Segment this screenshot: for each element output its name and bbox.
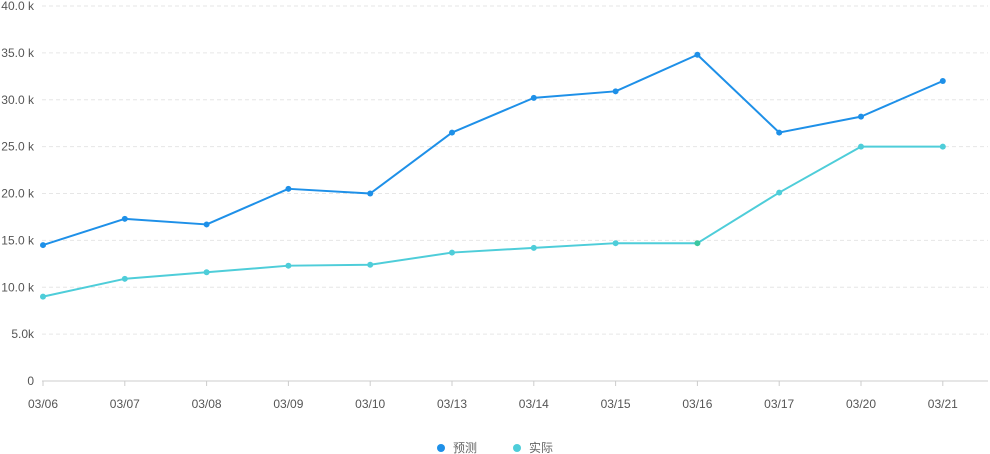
legend-label[interactable]: 实际 (529, 440, 553, 454)
x-tick-label: 03/09 (273, 397, 303, 411)
data-point[interactable] (285, 262, 292, 269)
data-point[interactable] (694, 51, 701, 58)
x-tick-label: 03/21 (928, 397, 958, 411)
data-point[interactable] (612, 88, 619, 95)
data-point[interactable] (776, 189, 783, 196)
x-tick-label: 03/10 (355, 397, 385, 411)
data-point[interactable] (203, 269, 210, 276)
data-point[interactable] (858, 143, 864, 150)
y-tick-label: 25.0 k (1, 140, 35, 154)
y-tick-label: 0 (27, 374, 34, 388)
data-point[interactable] (530, 94, 537, 101)
legend-marker[interactable] (437, 444, 445, 452)
legend: 预测 实际 (437, 440, 553, 454)
data-point[interactable] (367, 190, 374, 197)
y-tick-label: 20.0 k (1, 187, 35, 201)
x-tick-label: 03/17 (764, 397, 794, 411)
data-point[interactable] (203, 221, 210, 228)
data-point[interactable] (40, 293, 46, 300)
x-tick-label: 03/20 (846, 397, 876, 411)
data-point[interactable] (121, 275, 128, 282)
data-point[interactable] (858, 113, 864, 120)
y-tick-label: 5.0k (11, 327, 35, 341)
x-tick-label: 03/14 (519, 397, 549, 411)
data-point[interactable] (449, 129, 455, 136)
y-tick-label: 30.0 k (1, 93, 35, 107)
y-tick-label: 10.0 k (1, 280, 35, 294)
x-tick-label: 03/15 (601, 397, 631, 411)
data-point[interactable] (449, 249, 455, 256)
x-tick-label: 03/07 (110, 397, 140, 411)
data-point[interactable] (285, 185, 292, 192)
axis-layer: 0 5.0k 10.0 k 15.0 k 20.0 k 25.0 k 30.0 k 35.0 … (1, 0, 988, 411)
data-point[interactable] (939, 143, 946, 150)
x-tick-label: 03/13 (437, 397, 467, 411)
data-point[interactable] (776, 129, 783, 136)
x-tick-label: 03/08 (192, 397, 222, 411)
series-line (42, 145, 943, 298)
y-tick-label: 40.0 k (1, 0, 35, 13)
data-point[interactable] (40, 242, 46, 249)
y-tick-label: 35.0 k (1, 46, 35, 60)
data-point[interactable] (612, 240, 619, 247)
legend-label[interactable]: 预测 (453, 441, 477, 454)
series-line (42, 53, 944, 247)
grid-layer (42, 5, 988, 335)
data-point[interactable] (367, 261, 374, 268)
legend-marker[interactable] (513, 444, 521, 452)
data-point[interactable] (530, 244, 537, 251)
data-point[interactable] (694, 240, 701, 247)
y-tick-label: 15.0 k (1, 233, 35, 247)
data-point[interactable] (121, 215, 128, 222)
series-layer (40, 51, 946, 300)
x-tick-label: 03/16 (682, 397, 712, 411)
data-point[interactable] (939, 78, 946, 84)
x-tick-label: 03/06 (28, 397, 58, 411)
